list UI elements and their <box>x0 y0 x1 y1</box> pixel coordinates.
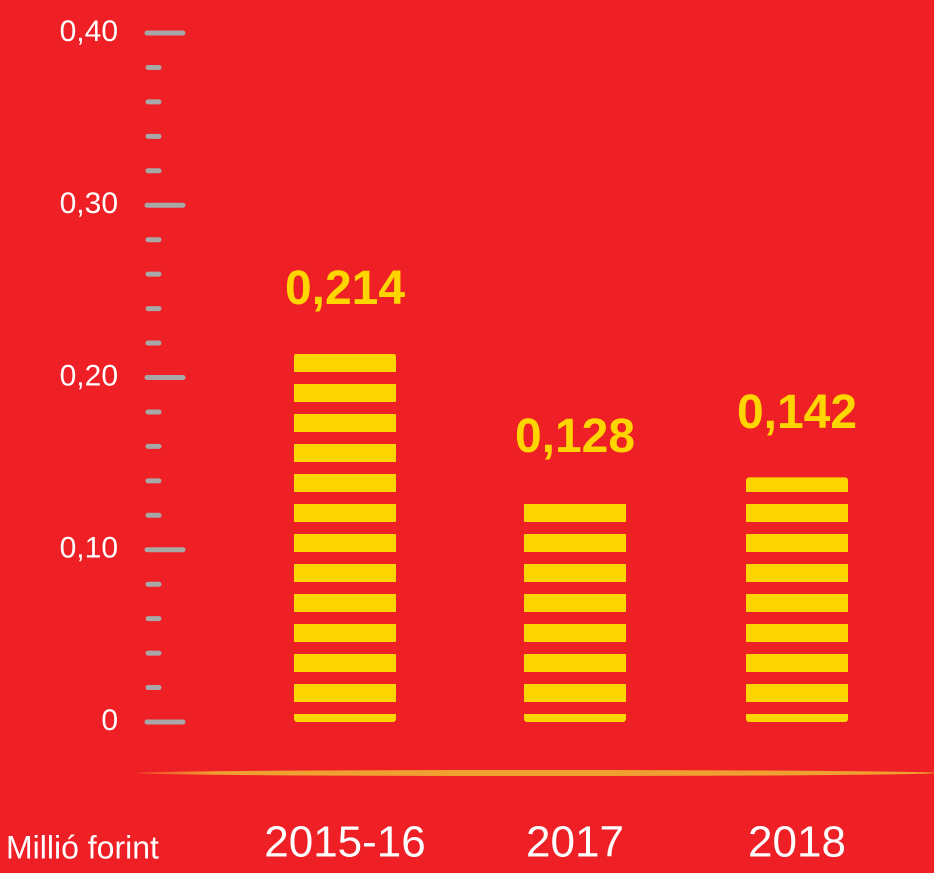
bar <box>746 477 848 722</box>
y-tick-label: 0,40 <box>60 15 118 48</box>
baseline <box>136 770 934 776</box>
x-tick-label: 2018 <box>748 818 846 867</box>
bar <box>294 353 396 722</box>
bar <box>524 501 626 722</box>
y-tick-label: 0,20 <box>60 359 118 392</box>
y-tick-label: 0,30 <box>60 187 118 220</box>
value-label: 0,142 <box>737 386 857 439</box>
y-tick-label: 0 <box>101 704 118 737</box>
value-label: 0,128 <box>515 410 635 463</box>
x-tick-label: 2017 <box>526 818 624 867</box>
value-label: 0,214 <box>285 262 405 315</box>
axis-title: Millió forint <box>6 829 159 865</box>
y-tick-label: 0,10 <box>60 532 118 565</box>
x-tick-label: 2015-16 <box>264 818 425 867</box>
